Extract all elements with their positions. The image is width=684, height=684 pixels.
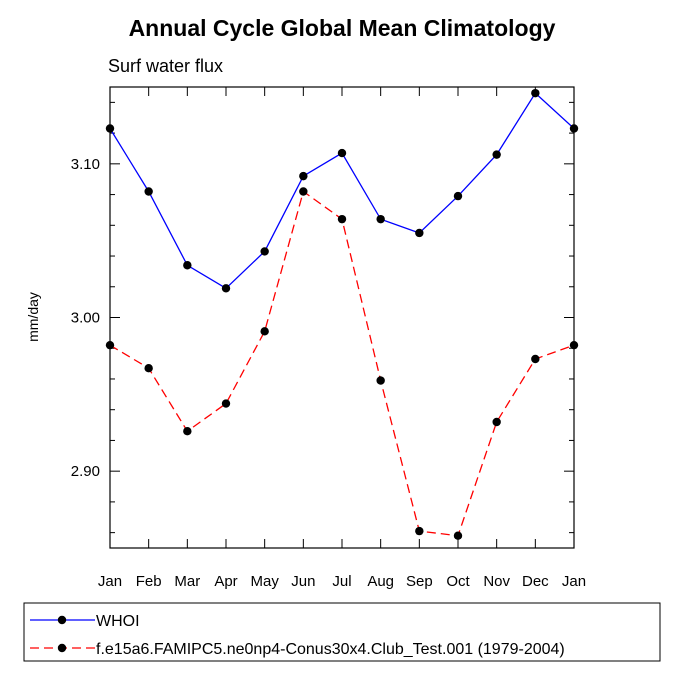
- series-1-point: [183, 261, 192, 270]
- x-tick-label: Jan: [98, 573, 122, 590]
- series-1-point: [260, 247, 269, 256]
- series-line-2: [109, 190, 575, 537]
- series-1-point: [415, 228, 424, 238]
- x-tick-label: Jul: [332, 573, 351, 590]
- y-tick-label: 2.90: [71, 463, 100, 480]
- x-tick-label: Jun: [291, 573, 315, 590]
- series-2-point: [144, 364, 153, 373]
- legend: WHOI f.e15a6.FAMIPC5.ne0np4-Conus30x4.Clu…: [23, 602, 661, 662]
- x-tick-label: Mar: [174, 573, 200, 590]
- axis-ticks: [109, 87, 575, 548]
- legend-marker-1: [57, 615, 67, 625]
- x-tick-label: Dec: [522, 573, 549, 590]
- legend-label-1: WHOI: [96, 613, 140, 630]
- series-2-point: [299, 187, 308, 196]
- series-2-point: [569, 340, 579, 350]
- x-tick-label: Oct: [446, 573, 470, 590]
- series-2-point: [492, 417, 501, 427]
- series-layer: [105, 88, 579, 540]
- series-2-point: [260, 327, 269, 336]
- legend-label-2: f.e15a6.FAMIPC5.ne0np4-Conus30x4.Club_Te…: [96, 641, 565, 658]
- series-2-point: [531, 354, 540, 364]
- x-tick-label: Jan: [562, 573, 586, 590]
- chart-title: Annual Cycle Global Mean Climatology: [129, 15, 556, 41]
- series-1-point: [221, 284, 231, 293]
- y-axis-label: mm/day: [25, 292, 41, 342]
- series-1-point: [492, 150, 501, 159]
- series-1-point: [144, 187, 153, 196]
- chart-subtitle: Surf water flux: [108, 56, 223, 76]
- x-tick-label: May: [250, 573, 279, 590]
- series-line-1: [109, 92, 575, 290]
- legend-marker-2: [57, 643, 67, 653]
- series-2-point: [376, 376, 385, 385]
- x-tick-label: Aug: [367, 573, 394, 590]
- series-2-point: [105, 340, 115, 350]
- legend-box: [23, 602, 661, 662]
- series-1-point: [376, 214, 385, 224]
- series-2-point: [337, 214, 347, 224]
- series-1-point: [337, 148, 347, 158]
- series-2-point: [183, 427, 192, 436]
- tick-labels: Jan Feb Mar Apr May Jun Jul Aug Sep Oct Nov Dec Jan 2…: [71, 156, 586, 590]
- series-1-point: [453, 191, 463, 201]
- y-tick-label: 3.10: [71, 156, 100, 173]
- series-2-point: [415, 526, 424, 536]
- series-2-point: [453, 531, 463, 540]
- series-1-point: [569, 124, 579, 133]
- y-tick-label: 3.00: [71, 310, 100, 327]
- series-1-point: [299, 171, 308, 181]
- x-tick-label: Sep: [406, 573, 433, 590]
- x-tick-label: Feb: [136, 573, 162, 590]
- series-1-point: [531, 88, 540, 98]
- x-tick-label: Apr: [214, 573, 237, 590]
- series-1-point: [105, 124, 115, 133]
- x-tick-label: Nov: [483, 573, 510, 590]
- series-2-point: [221, 399, 231, 408]
